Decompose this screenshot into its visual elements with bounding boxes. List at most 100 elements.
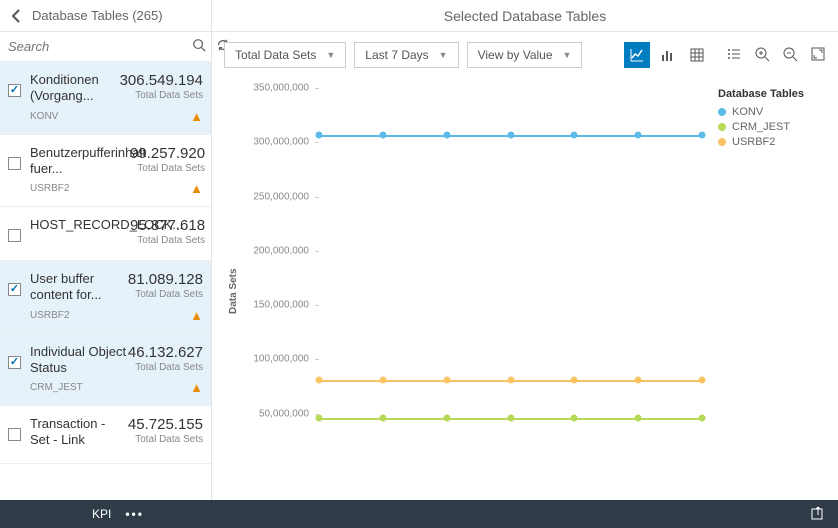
item-value: 46.132.627 — [128, 344, 203, 361]
y-tick-label: 100,000,000 — [239, 354, 309, 365]
fullscreen-icon[interactable] — [810, 46, 826, 65]
series-marker — [379, 132, 386, 139]
search-input[interactable] — [8, 39, 186, 54]
table-list-item[interactable]: Konditionen (Vorgang...306.549.194Total … — [0, 62, 211, 135]
dropdown-timerange-label: Last 7 Days — [365, 48, 428, 62]
series-marker — [379, 414, 386, 421]
item-name: User buffer content for... — [30, 271, 128, 304]
right-panel-title: Selected Database Tables — [212, 0, 838, 31]
item-name: Individual Object Status — [30, 344, 128, 377]
zoom-in-icon[interactable] — [754, 46, 770, 65]
tables-list: Konditionen (Vorgang...306.549.194Total … — [0, 62, 211, 500]
item-code: USRBF2 — [30, 183, 69, 194]
warning-icon: ▲ — [190, 181, 203, 196]
dropdown-dataset-label: Total Data Sets — [235, 48, 316, 62]
legend-item: KONV — [718, 106, 826, 118]
series-marker — [635, 414, 642, 421]
series-marker — [316, 376, 323, 383]
table-list-item[interactable]: User buffer content for...81.089.128Tota… — [0, 261, 211, 334]
checkbox[interactable] — [8, 84, 21, 97]
series-marker — [635, 376, 642, 383]
share-icon[interactable] — [810, 505, 826, 524]
zoom-out-icon[interactable] — [782, 46, 798, 65]
item-code: CRM_JEST — [30, 382, 83, 393]
legend-swatch — [718, 108, 726, 116]
legend-item: CRM_JEST — [718, 121, 826, 133]
chevron-down-icon: ▼ — [326, 50, 335, 60]
item-code: USRBF2 — [30, 310, 69, 321]
series-marker — [316, 132, 323, 139]
item-name: HOST_RECORD_LOCK... — [30, 217, 130, 233]
dropdown-viewby[interactable]: View by Value ▼ — [467, 42, 583, 68]
series-marker — [379, 376, 386, 383]
footer-kpi-label[interactable]: KPI — [92, 507, 111, 521]
dropdown-viewby-label: View by Value — [478, 48, 553, 62]
legend-swatch — [718, 123, 726, 131]
table-list-item[interactable]: Benutzerpufferinhalt fuer...99.257.920To… — [0, 135, 211, 208]
chart-area: Data Sets 50,000,000 100,000,000 150,000,0… — [224, 88, 706, 494]
series-marker — [571, 132, 578, 139]
table-list-item[interactable]: HOST_RECORD_LOCK...95.877.618Total Data … — [0, 207, 211, 261]
legend-label: KONV — [732, 106, 763, 118]
checkbox[interactable] — [8, 283, 21, 296]
search-icon[interactable] — [192, 38, 206, 55]
view-table-button[interactable] — [684, 42, 710, 68]
checkbox[interactable] — [8, 356, 21, 369]
y-tick-label: 350,000,000 — [239, 83, 309, 94]
dropdown-dataset[interactable]: Total Data Sets ▼ — [224, 42, 346, 68]
legend-label: CRM_JEST — [732, 121, 790, 133]
item-sublabel: Total Data Sets — [130, 163, 205, 174]
series-marker — [507, 376, 514, 383]
item-sublabel: Total Data Sets — [128, 362, 203, 373]
view-line-chart-button[interactable] — [624, 42, 650, 68]
legend-item: USRBF2 — [718, 136, 826, 148]
dropdown-timerange[interactable]: Last 7 Days▼ — [354, 42, 458, 68]
y-tick-label: 150,000,000 — [239, 300, 309, 311]
more-icon[interactable]: ••• — [125, 507, 144, 521]
checkbox[interactable] — [8, 428, 21, 441]
item-value: 306.549.194 — [120, 72, 203, 89]
y-tick-label: 200,000,000 — [239, 245, 309, 256]
back-icon[interactable] — [8, 8, 24, 24]
warning-icon: ▲ — [190, 109, 203, 124]
item-sublabel: Total Data Sets — [120, 90, 203, 101]
item-name: Konditionen (Vorgang... — [30, 72, 120, 105]
warning-icon: ▲ — [190, 308, 203, 323]
item-sublabel: Total Data Sets — [128, 434, 203, 445]
checkbox[interactable] — [8, 229, 21, 242]
list-view-icon[interactable] — [726, 46, 742, 65]
item-sublabel: Total Data Sets — [130, 235, 205, 246]
warning-icon: ▲ — [190, 380, 203, 395]
view-bar-chart-button[interactable] — [654, 42, 680, 68]
series-marker — [571, 376, 578, 383]
item-name: Benutzerpufferinhalt fuer... — [30, 145, 130, 178]
legend-title: Database Tables — [718, 88, 826, 100]
series-marker — [571, 414, 578, 421]
chart-legend: Database Tables KONV CRM_JEST USRBF2 — [706, 88, 826, 494]
checkbox[interactable] — [8, 157, 21, 170]
item-value: 99.257.920 — [130, 145, 205, 162]
series-marker — [507, 414, 514, 421]
table-list-item[interactable]: Transaction - Set - Link45.725.155Total … — [0, 406, 211, 464]
item-name: Transaction - Set - Link — [30, 416, 128, 449]
item-value: 45.725.155 — [128, 416, 203, 433]
item-value: 95.877.618 — [130, 217, 205, 234]
legend-swatch — [718, 138, 726, 146]
series-marker — [443, 414, 450, 421]
left-panel-title: Database Tables (265) — [32, 8, 163, 23]
y-tick-label: 50,000,000 — [239, 408, 309, 419]
sidebar: Konditionen (Vorgang...306.549.194Total … — [0, 32, 212, 500]
series-marker — [699, 132, 706, 139]
chart-toolbar: Total Data Sets▼ Last 7 Days▼ View by Va… — [212, 32, 838, 78]
series-marker — [443, 376, 450, 383]
legend-label: USRBF2 — [732, 136, 775, 148]
table-list-item[interactable]: Individual Object Status46.132.627Total … — [0, 334, 211, 407]
item-value: 81.089.128 — [128, 271, 203, 288]
chevron-down-icon: ▼ — [563, 50, 572, 60]
footer-bar: KPI ••• — [0, 500, 838, 528]
series-marker — [443, 132, 450, 139]
series-marker — [316, 414, 323, 421]
chart-y-axis-label: Data Sets — [224, 88, 239, 494]
item-code: KONV — [30, 111, 58, 122]
series-marker — [635, 132, 642, 139]
